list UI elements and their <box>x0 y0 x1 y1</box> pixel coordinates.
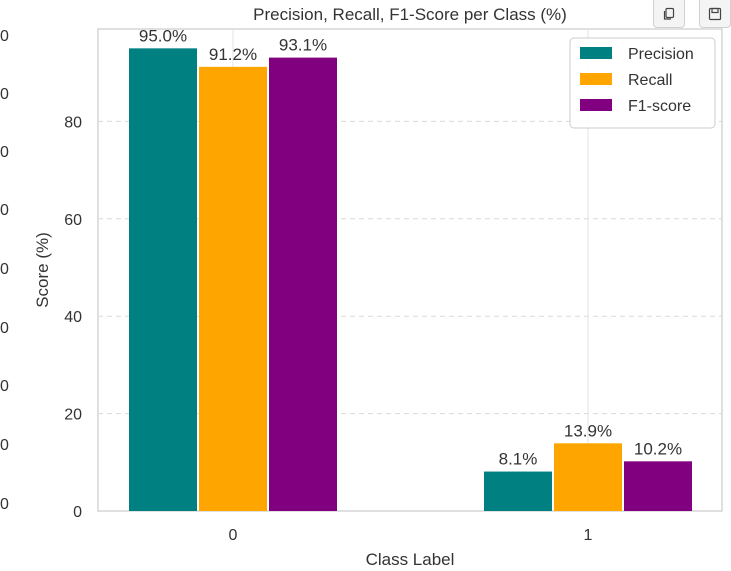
copy-icon <box>663 7 675 20</box>
bars <box>129 48 692 512</box>
legend-label: Precision <box>628 46 694 63</box>
y-axis-label: Score (%) <box>33 232 52 308</box>
bar-value-label: 10.2% <box>634 439 682 458</box>
cut-label: 0 <box>0 378 9 395</box>
cut-label: 0 <box>0 261 9 278</box>
cut-label: 0 <box>0 496 9 513</box>
cut-label: 0 <box>0 86 9 103</box>
bar-value-label: 13.9% <box>564 421 612 440</box>
y-tick-label: 60 <box>64 212 82 229</box>
y-tick-label: 0 <box>73 504 82 521</box>
bar-value-label: 95.0% <box>139 26 187 45</box>
bar <box>199 66 267 511</box>
legend-swatch <box>580 99 612 111</box>
save-icon <box>708 7 722 20</box>
copy-button[interactable] <box>653 0 685 28</box>
bar-value-label: 8.1% <box>499 450 538 469</box>
legend-swatch <box>580 73 612 85</box>
bar-labels: 95.0% 91.2% 93.1% 8.1% 13.9% 10.2% <box>139 26 682 468</box>
bar <box>624 461 692 511</box>
bar-value-label: 93.1% <box>279 36 327 55</box>
bar <box>554 443 622 511</box>
cut-label: 0 <box>0 320 9 337</box>
cut-label: 0 <box>0 28 9 45</box>
y-tick-label: 40 <box>64 309 82 326</box>
legend-label: F1-score <box>628 98 691 115</box>
y-tick-label: 20 <box>64 407 82 424</box>
legend: Precision Recall F1-score <box>569 37 716 129</box>
bar <box>129 48 197 511</box>
cut-label: 0 <box>0 202 9 219</box>
chart-title: Precision, Recall, F1-Score per Class (%… <box>253 5 567 24</box>
cut-label: 0 <box>0 437 9 454</box>
legend-swatch <box>580 47 612 59</box>
y-axis-ticks: 0 20 40 60 80 <box>64 114 82 521</box>
cut-label: 0 <box>0 144 9 161</box>
x-tick-label: 0 <box>229 527 238 544</box>
legend-label: Recall <box>628 72 672 89</box>
x-tick-label: 1 <box>584 527 593 544</box>
y-tick-label: 80 <box>64 114 82 131</box>
bar-value-label: 91.2% <box>209 45 257 64</box>
bar <box>484 471 552 511</box>
bar <box>269 57 337 512</box>
x-axis-label: Class Label <box>366 550 455 569</box>
